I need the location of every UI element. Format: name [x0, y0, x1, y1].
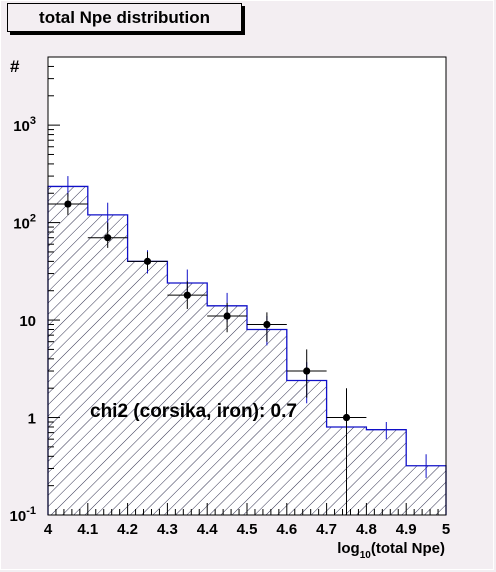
x-tick-label: 4.6 [276, 521, 297, 538]
chi2-annotation: chi2 (corsika, iron): 0.7 [90, 401, 297, 422]
x-tick-label: 4.3 [157, 521, 178, 538]
data-point-5 [263, 320, 271, 329]
data-point-6 [303, 367, 311, 375]
x-tick-label: 4.9 [396, 521, 417, 538]
x-tick-label: 4.1 [77, 521, 98, 538]
x-tick-label: 5 [442, 521, 450, 538]
x-tick-label: 4.4 [197, 521, 219, 538]
x-tick-label: 4.5 [237, 521, 258, 538]
data-point-1 [104, 234, 112, 242]
data-point-7 [342, 413, 351, 422]
chart-title: total Npe distribution [7, 3, 242, 32]
x-tick-label: 4.2 [117, 521, 138, 538]
x-tick-label: 4 [44, 521, 53, 538]
y-tick-label: 103 [13, 115, 36, 135]
y-tick-label: 102 [13, 213, 36, 233]
data-point-2 [143, 257, 152, 265]
y-tick-label: 10-1 [10, 505, 36, 525]
data-point-4 [223, 312, 231, 320]
x-tick-label: 4.8 [356, 521, 377, 538]
y-tick-label: 10 [19, 313, 36, 330]
data-point-3 [183, 291, 191, 299]
x-tick-label: 4.7 [316, 521, 337, 538]
y-axis-label: # [10, 57, 20, 76]
data-point-0 [64, 200, 72, 208]
y-tick-label: 1 [28, 411, 36, 428]
x-axis-label: log10(total Npe) [337, 540, 445, 561]
